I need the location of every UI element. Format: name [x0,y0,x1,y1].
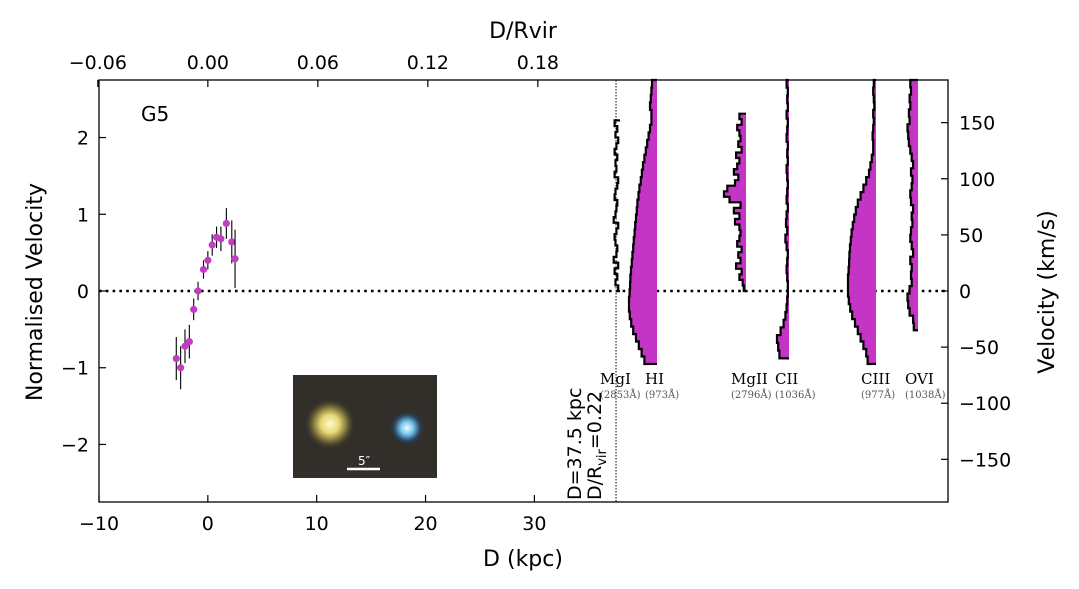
data-point [185,338,193,346]
absorber-wavelength-label: (1036Å) [775,389,816,401]
distance-annotation: D=37.5 kpc [564,388,586,500]
absorber-ion-label: MgI [600,370,631,388]
absorber-profile-ciii [846,78,877,366]
absorber-profile-hi [627,78,658,366]
absorber-profile-mgii [722,112,747,293]
y-tick-label: 2 [77,128,89,150]
data-point [208,241,216,249]
x-axis-label: D (kpc) [483,547,563,572]
absorber-ion-label: MgII [731,370,768,388]
absorber-wavelength-label: (977Å) [861,389,895,401]
galaxy-image-inset: 5″ [293,375,437,478]
absorber-fill-hi [629,80,657,364]
y-tick-label: 0 [77,281,89,303]
right-tick-label: 50 [959,225,983,247]
data-point [222,219,230,228]
data-point [177,364,185,372]
data-point [228,238,236,246]
absorber-profile-cii [775,78,790,360]
x-tick-label: 20 [413,513,437,535]
data-point [190,305,198,314]
rvir-annotation: D/Rvir=0.22 [584,391,610,500]
absorber-wavelength-label: (973Å) [645,389,679,401]
top-tick-label: 0.18 [517,52,559,74]
absorber-ion-label: CII [775,370,798,388]
right-tick-label: −100 [959,393,1011,415]
absorber-wavelength-label: (1038Å) [905,389,946,401]
y-tick-label: 1 [77,204,89,226]
data-point [181,342,189,350]
x-tick-label: 10 [305,513,329,535]
right-tick-label: 150 [959,113,995,135]
data-point [231,255,239,263]
blue-galaxy [389,410,425,446]
panel-label: G5 [141,102,169,126]
data-point [194,287,202,295]
right-tick-label: −150 [959,449,1011,471]
y-axis-label: Normalised Velocity [23,183,48,401]
top-tick-label: 0.12 [407,52,449,74]
absorber-ion-label: HI [645,370,664,388]
absorber-wavelength-label: (2796Å) [731,389,772,401]
absorber-profile-mgi [612,119,621,293]
top-tick-label: 0.06 [297,52,339,74]
data-point [217,235,225,243]
right-tick-label: 100 [959,169,995,191]
x-tick-label: 30 [522,513,546,535]
y-tick-label: −2 [61,434,89,456]
data-point [199,265,208,274]
right-tick-label: −50 [959,337,999,359]
yellow-galaxy [304,398,356,450]
absorber-ion-label: OVI [905,370,934,388]
absorber-profile-ovi [906,78,919,332]
absorber-ion-label: CIII [861,370,890,388]
data-point [204,256,212,264]
absorber-wavelength-label: (2853Å) [600,389,641,401]
right-y-axis-label: Velocity (km/s) [1035,210,1060,374]
top-tick-label: 0.00 [187,52,229,74]
x-tick-label: 0 [202,513,214,535]
x-tick-label: −10 [79,513,119,535]
top-x-axis-label: D/Rvir [489,19,558,44]
absorber-fill-ciii [848,80,876,364]
top-tick-label: −0.06 [69,52,127,74]
data-point [172,354,180,363]
scale-bar-label: 5″ [358,454,371,468]
right-tick-label: 0 [959,281,971,303]
y-tick-label: −1 [61,358,89,380]
absorber-fill-ovi [907,80,918,331]
